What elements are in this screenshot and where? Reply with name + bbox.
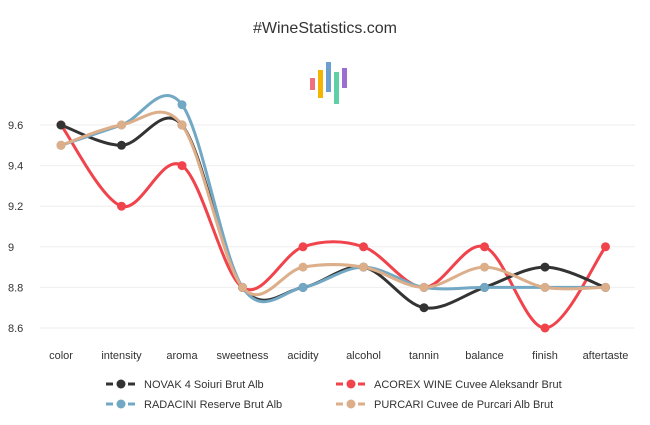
y-axis: 8.6 8.8 9 9.2 9.4 9.6 — [8, 120, 23, 335]
y-tick-label: 8.6 — [8, 323, 23, 335]
logo-bar — [334, 72, 339, 104]
legend-item[interactable]: PURCARI Cuvee de Purcari Alb Brut — [336, 399, 553, 411]
data-point[interactable] — [238, 282, 247, 292]
legend-swatch-dot — [116, 399, 126, 409]
legend-item[interactable]: RADACINI Reserve Brut Alb — [106, 399, 282, 411]
legend-swatch-dot — [116, 379, 126, 389]
legend-label: RADACINI Reserve Brut Alb — [144, 399, 282, 411]
data-point[interactable] — [117, 201, 126, 211]
legend-label: PURCARI Cuvee de Purcari Alb Brut — [374, 399, 553, 411]
data-point[interactable] — [177, 100, 187, 110]
x-tick-label: alcohol — [346, 350, 381, 362]
data-point[interactable] — [177, 161, 187, 171]
data-point[interactable] — [540, 262, 550, 272]
legend-label: NOVAK 4 Soiuri Brut Alb — [144, 379, 264, 391]
data-point[interactable] — [117, 120, 126, 130]
data-point[interactable] — [177, 120, 187, 130]
data-point[interactable] — [298, 262, 308, 272]
x-tick-label: tannin — [409, 350, 439, 362]
data-point[interactable] — [540, 282, 550, 292]
legend-item[interactable]: ACOREX WINE Cuvee Aleksandr Brut — [336, 379, 562, 391]
x-axis: color intensity aroma sweetness acidity alcoh… — [49, 350, 628, 362]
data-point[interactable] — [117, 140, 126, 150]
data-point[interactable] — [298, 242, 308, 252]
y-tick-label: 9.4 — [8, 161, 23, 173]
logo-bar — [342, 68, 347, 88]
series-points — [56, 100, 610, 333]
data-point[interactable] — [298, 282, 308, 292]
x-tick-label: balance — [465, 350, 504, 362]
logo-bar — [310, 78, 315, 90]
data-point[interactable] — [419, 303, 429, 313]
chart-title: #WineStatistics.com — [252, 20, 398, 37]
logo-bar — [318, 70, 323, 98]
y-tick-label: 8.8 — [8, 282, 23, 294]
x-tick-label: aftertaste — [583, 350, 629, 362]
grid-lines — [40, 124, 635, 329]
legend[interactable]: NOVAK 4 Soiuri Brut Alb ACOREX WINE Cuvee… — [106, 379, 562, 411]
data-point[interactable] — [601, 242, 610, 252]
x-tick-label: sweetness — [217, 350, 269, 362]
legend-swatch-dot — [346, 379, 356, 389]
legend-item[interactable]: NOVAK 4 Soiuri Brut Alb — [106, 379, 264, 391]
data-point[interactable] — [540, 323, 550, 333]
legend-swatch-dot — [346, 399, 356, 409]
x-tick-label: aroma — [166, 350, 198, 362]
bar-logo-icon — [310, 62, 347, 104]
series-lines — [59, 94, 607, 330]
series-line — [59, 110, 607, 297]
data-point[interactable] — [56, 140, 66, 150]
x-tick-label: intensity — [101, 350, 142, 362]
series-line — [59, 123, 607, 330]
data-point[interactable] — [359, 262, 368, 272]
data-point[interactable] — [480, 262, 489, 272]
y-tick-label: 9.6 — [8, 120, 23, 132]
y-tick-label: 9.2 — [8, 201, 23, 213]
data-point[interactable] — [56, 120, 66, 130]
data-point[interactable] — [480, 282, 489, 292]
data-point[interactable] — [359, 242, 368, 252]
logo-bar — [326, 62, 331, 92]
data-point[interactable] — [480, 242, 489, 252]
legend-label: ACOREX WINE Cuvee Aleksandr Brut — [374, 379, 562, 391]
x-tick-label: color — [49, 350, 73, 362]
x-tick-label: acidity — [287, 350, 319, 362]
y-tick-label: 9 — [8, 242, 14, 254]
x-tick-label: finish — [532, 350, 558, 362]
data-point[interactable] — [419, 282, 429, 292]
data-point[interactable] — [601, 282, 610, 292]
